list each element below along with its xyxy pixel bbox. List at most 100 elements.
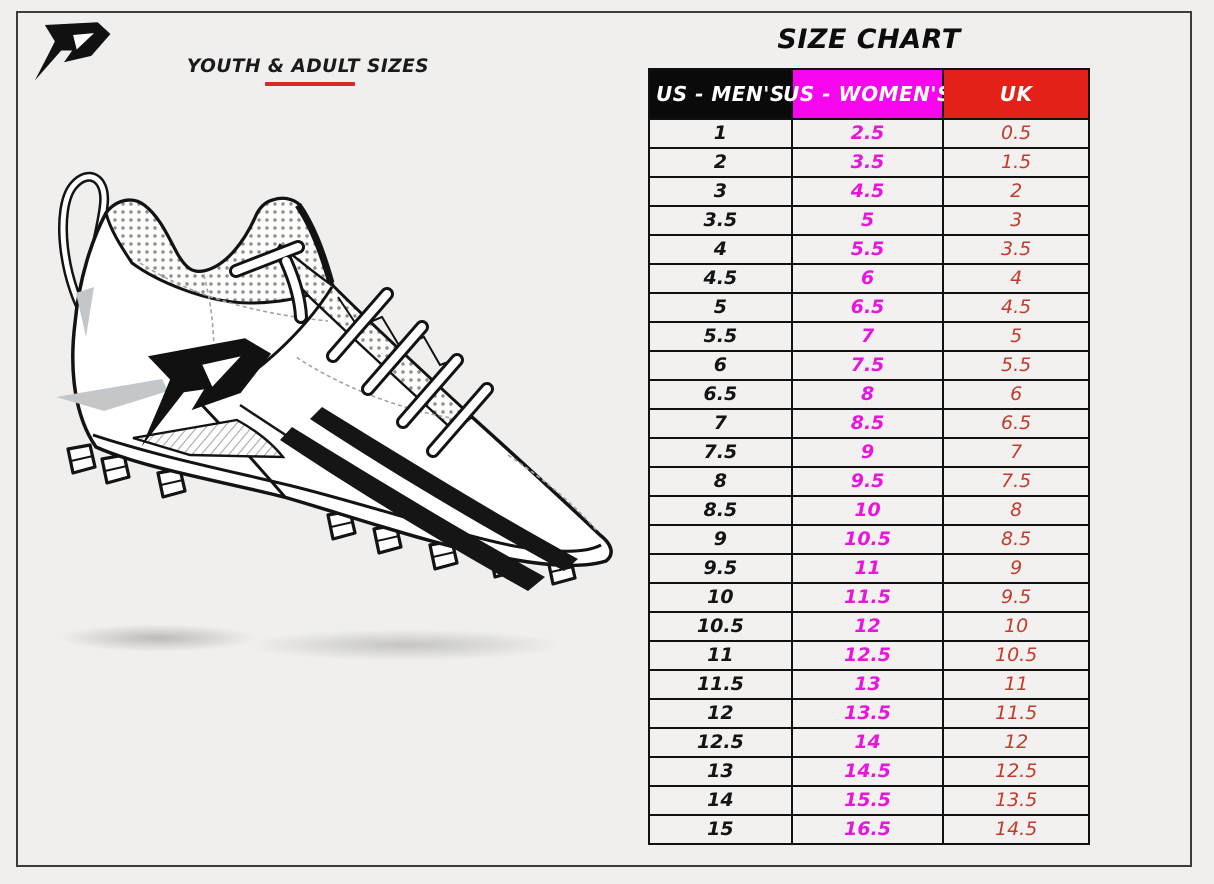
uk-size: 6.5 — [1001, 412, 1032, 434]
us-mens-size: 3 — [650, 178, 793, 205]
brand-logo-icon — [34, 22, 111, 81]
us-mens-size: 9.5 — [650, 555, 793, 582]
us-womens-size: 5.5 — [793, 236, 945, 263]
size-row: 8 9.5 7.5 — [650, 468, 1088, 497]
size-row: 7.5 9 7 — [650, 439, 1088, 468]
us-mens-size: 3.5 — [650, 207, 793, 234]
cleat-illustration — [56, 171, 613, 591]
size-row: 5.5 7 5 — [650, 323, 1088, 352]
size-row: 8.5 10 8 — [650, 497, 1088, 526]
us-womens-size: 14.5 — [793, 758, 945, 785]
us-womens-size: 12 — [793, 613, 945, 640]
size-row: 4 5.5 3.5 — [650, 236, 1088, 265]
header-uk: UK — [944, 70, 1088, 118]
midsole-wedge — [132, 418, 286, 459]
uk-size: 14.5 — [995, 818, 1038, 840]
uk-size: 4 — [1010, 267, 1023, 289]
us-mens-size: 15 — [650, 816, 793, 843]
us-mens-size: 11.5 — [650, 671, 793, 698]
us-womens-size: 13 — [793, 671, 945, 698]
us-womens-size: 14 — [793, 729, 945, 756]
us-womens-size: 6.5 — [793, 294, 945, 321]
uk-size: 13.5 — [995, 789, 1038, 811]
uk-size: 7 — [1010, 441, 1023, 463]
size-row: 3 4.5 2 — [650, 178, 1088, 207]
us-womens-size: 15.5 — [793, 787, 945, 814]
uk-size: 4.5 — [1001, 296, 1032, 318]
uk-size: 9 — [1010, 557, 1023, 579]
size-row: 9 10.5 8.5 — [650, 526, 1088, 555]
us-mens-size: 6.5 — [650, 381, 793, 408]
uk-size: 9.5 — [1001, 586, 1032, 608]
us-womens-size: 9.5 — [793, 468, 945, 495]
size-row: 7 8.5 6.5 — [650, 410, 1088, 439]
us-mens-size: 6 — [650, 352, 793, 379]
us-mens-size: 14 — [650, 787, 793, 814]
collar-mesh — [104, 196, 335, 305]
us-womens-size: 7.5 — [793, 352, 945, 379]
us-womens-size: 16.5 — [793, 816, 945, 843]
us-womens-size: 7 — [793, 323, 945, 350]
size-row: 3.5 5 3 — [650, 207, 1088, 236]
us-mens-size: 7.5 — [650, 439, 793, 466]
uk-size: 0.5 — [1001, 122, 1032, 144]
size-row: 9.5 11 9 — [650, 555, 1088, 584]
size-row: 2 3.5 1.5 — [650, 149, 1088, 178]
us-womens-size: 12.5 — [793, 642, 945, 669]
uk-size: 11.5 — [995, 702, 1038, 724]
us-mens-size: 4 — [650, 236, 793, 263]
size-row: 12 13.5 11.5 — [650, 700, 1088, 729]
uk-size: 8.5 — [1001, 528, 1032, 550]
us-mens-size: 8.5 — [650, 497, 793, 524]
laces — [229, 240, 494, 458]
us-womens-size: 2.5 — [793, 120, 945, 147]
uk-size: 8 — [1010, 499, 1023, 521]
header-us-womens: US - WOMEN'S — [783, 70, 951, 118]
us-womens-size: 8.5 — [793, 410, 945, 437]
size-row: 6 7.5 5.5 — [650, 352, 1088, 381]
size-chart-header-row: US - MEN'S US - WOMEN'S UK — [650, 70, 1088, 120]
us-mens-size: 11 — [650, 642, 793, 669]
uk-size: 3 — [1010, 209, 1023, 231]
us-womens-size: 11.5 — [793, 584, 945, 611]
us-womens-size: 13.5 — [793, 700, 945, 727]
size-row: 14 15.5 13.5 — [650, 787, 1088, 816]
us-womens-size: 4.5 — [793, 178, 945, 205]
us-mens-size: 4.5 — [650, 265, 793, 292]
subtitle: YOUTH & ADULT SIZES — [186, 56, 430, 77]
header-us-mens: US - MEN'S — [650, 70, 793, 118]
us-mens-size: 2 — [650, 149, 793, 176]
size-row: 5 6.5 4.5 — [650, 294, 1088, 323]
uk-size: 5 — [1010, 325, 1023, 347]
size-row: 4.5 6 4 — [650, 265, 1088, 294]
us-womens-size: 6 — [793, 265, 945, 292]
us-mens-size: 8 — [650, 468, 793, 495]
us-womens-size: 3.5 — [793, 149, 945, 176]
us-womens-size: 8 — [793, 381, 945, 408]
us-mens-size: 12.5 — [650, 729, 793, 756]
uk-size: 6 — [1010, 383, 1023, 405]
uk-size: 2 — [1010, 180, 1023, 202]
us-mens-size: 5.5 — [650, 323, 793, 350]
uk-size: 11 — [1004, 673, 1029, 695]
us-mens-size: 9 — [650, 526, 793, 553]
us-womens-size: 9 — [793, 439, 945, 466]
tongue-edge — [295, 202, 335, 284]
us-womens-size: 5 — [793, 207, 945, 234]
uk-size: 12.5 — [995, 760, 1038, 782]
size-chart-table: US - MEN'S US - WOMEN'S UK 1 2.5 0.5 2 3.5 1.… — [648, 68, 1090, 845]
size-chart-title: SIZE CHART — [777, 24, 961, 55]
size-chart-body: 1 2.5 0.5 2 3.5 1.5 3 4.5 2 3.5 5 3 4 5.5 3.5 4.5 6 4 5 6.5… — [650, 120, 1088, 843]
uk-size: 7.5 — [1001, 470, 1032, 492]
us-mens-size: 12 — [650, 700, 793, 727]
size-row: 15 16.5 14.5 — [650, 816, 1088, 843]
size-row: 1 2.5 0.5 — [650, 120, 1088, 149]
size-row: 10.5 12 10 — [650, 613, 1088, 642]
us-mens-size: 1 — [650, 120, 793, 147]
us-mens-size: 13 — [650, 758, 793, 785]
us-womens-size: 10 — [793, 497, 945, 524]
size-row: 11.5 13 11 — [650, 671, 1088, 700]
uk-size: 10 — [1004, 615, 1029, 637]
us-mens-size: 7 — [650, 410, 793, 437]
size-row: 11 12.5 10.5 — [650, 642, 1088, 671]
